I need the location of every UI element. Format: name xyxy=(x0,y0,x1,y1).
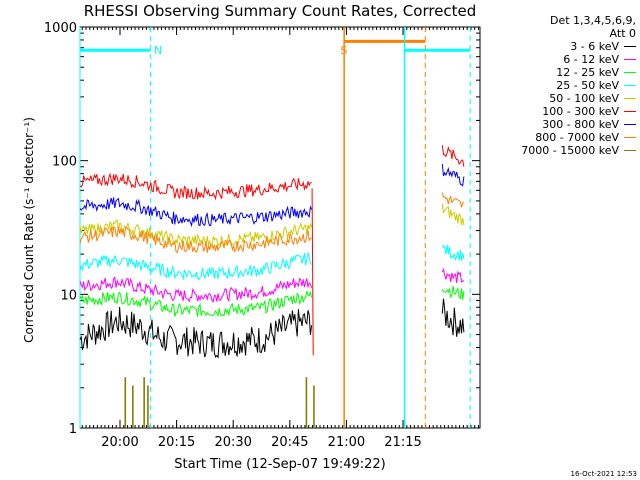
legend-swatch xyxy=(624,124,636,125)
series-line-25-50-keV-after xyxy=(441,244,465,261)
legend-swatch xyxy=(624,85,636,86)
legend-swatch xyxy=(624,46,636,47)
series-line-300-800-keV xyxy=(79,197,313,228)
x-axis-label: Start Time (12-Sep-07 19:49:22) xyxy=(174,457,385,472)
legend-entry: 12 - 25 keV xyxy=(480,66,636,79)
plot-frame xyxy=(79,26,481,429)
x-tick-label: 20:45 xyxy=(271,435,308,450)
series-spike-7000-15000-keV xyxy=(124,377,127,428)
x-tick-label: 21:15 xyxy=(384,435,421,450)
marker-annotation: S xyxy=(340,44,347,57)
x-tick-label: 20:15 xyxy=(158,435,195,450)
chart-title: RHESSI Observing Summary Count Rates, Co… xyxy=(84,2,477,20)
legend-swatch xyxy=(624,111,636,112)
legend-entry: 6 - 12 keV xyxy=(480,53,636,66)
legend-swatch xyxy=(624,72,636,73)
y-tick-label: 1000 xyxy=(44,21,77,36)
legend-entry-label: 12 - 25 keV xyxy=(556,66,619,79)
series-line-6-12-keV-after xyxy=(441,267,465,284)
series-line-12-25-keV-after xyxy=(441,286,465,301)
series-line-300-800-keV-after xyxy=(441,164,465,187)
legend-entry: 7000 - 15000 keV xyxy=(480,144,636,157)
series-spike-7000-15000-keV xyxy=(132,385,134,428)
legend-entry-label: 6 - 12 keV xyxy=(563,53,619,66)
legend-entry-label: 3 - 6 keV xyxy=(570,40,619,53)
y-tick-label: 10 xyxy=(60,288,77,303)
x-tick-label: 20:00 xyxy=(101,435,138,450)
saa-drop-line xyxy=(311,188,314,356)
legend-entry-label: 7000 - 15000 keV xyxy=(521,144,619,157)
legend-entry-label: 300 - 800 keV xyxy=(542,118,619,131)
legend-entry: 50 - 100 keV xyxy=(480,92,636,105)
legend-swatch xyxy=(624,150,636,151)
legend-entry: 25 - 50 keV xyxy=(480,79,636,92)
x-tick-label: 21:00 xyxy=(328,435,365,450)
series-line-800-7000-keV xyxy=(79,226,312,254)
legend-entry-label: 25 - 50 keV xyxy=(556,79,619,92)
legend-swatch xyxy=(624,59,636,60)
y-axis-label: Corrected Count Rate (s⁻¹ detector⁻¹) xyxy=(22,117,36,343)
legend-entry: 100 - 300 keV xyxy=(480,105,636,118)
series-spike-7000-15000-keV xyxy=(147,385,149,428)
series-line-3-6-keV xyxy=(79,306,313,359)
legend-entry: 3 - 6 keV xyxy=(480,40,636,53)
series-line-12-25-keV xyxy=(79,290,313,318)
series-line-800-7000-keV-after xyxy=(441,192,465,208)
legend-entry: 300 - 800 keV xyxy=(480,118,636,131)
series-line-100-300-keV-after xyxy=(441,145,465,167)
legend-entry-label: 50 - 100 keV xyxy=(549,92,619,105)
x-tick-label: 20:30 xyxy=(214,435,251,450)
legend-entry: 800 - 7000 keV xyxy=(480,131,636,144)
legend-header-line1: Det 1,3,4,5,6,9, xyxy=(549,14,636,27)
marker-annotation: N xyxy=(154,44,162,57)
legend-header-line2: Att 0 xyxy=(609,27,636,40)
legend-swatch xyxy=(624,137,636,138)
series-line-3-6-keV-after xyxy=(441,298,465,337)
legend-entry-label: 100 - 300 keV xyxy=(542,105,619,118)
y-tick-label: 1 xyxy=(69,422,77,437)
series-line-100-300-keV xyxy=(79,172,312,201)
series-spike-7000-15000-keV xyxy=(143,377,145,428)
series-line-25-50-keV xyxy=(79,251,312,281)
y-tick-label: 100 xyxy=(52,155,77,170)
series-spike-7000-15000-keV xyxy=(305,377,308,428)
chart-legend: Det 1,3,4,5,6,9, Att 0 3 - 6 keV 6 - 12 k… xyxy=(480,14,636,157)
legend-entry-label: 800 - 7000 keV xyxy=(535,131,619,144)
series-line-50-100-keV xyxy=(79,219,313,249)
series-line-6-12-keV xyxy=(79,275,313,303)
timestamp: 16-Oct-2021 12:53 xyxy=(570,470,637,478)
series-spike-7000-15000-keV xyxy=(313,385,315,428)
legend-swatch xyxy=(624,98,636,99)
series-line-50-100-keV-after xyxy=(441,203,465,226)
